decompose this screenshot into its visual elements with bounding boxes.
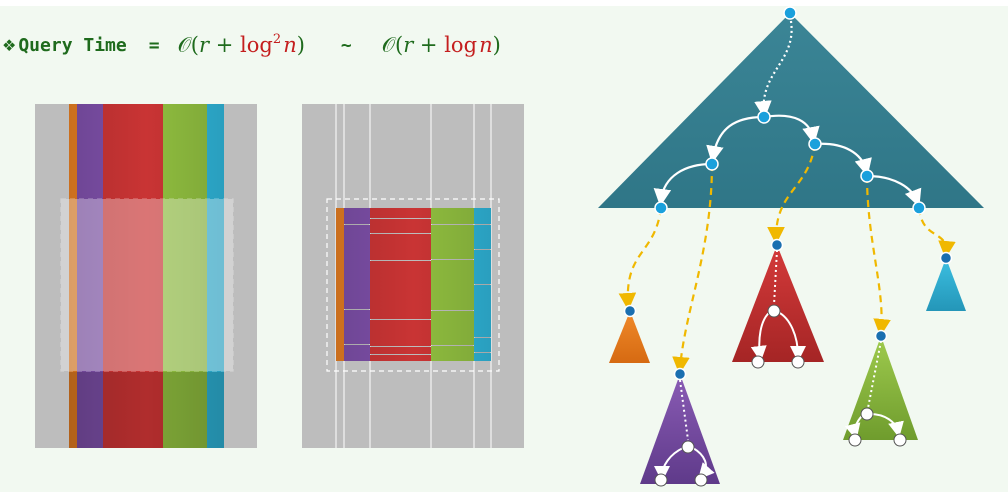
secondary-tree-green xyxy=(843,329,918,447)
log-text: log xyxy=(444,32,478,57)
open-paren: ( xyxy=(395,32,404,57)
big-o-symbol: 𝒪 xyxy=(177,33,191,57)
secondary-tree-orange xyxy=(609,304,650,363)
query-box-middle xyxy=(326,198,500,372)
log-text: log xyxy=(240,33,273,57)
query-time-heading: ❖ Query Time = 𝒪(r + log2 n) ~ 𝒪(r + log… xyxy=(2,30,501,60)
log-squared-term: log2 n xyxy=(240,32,297,57)
strip-panel-middle xyxy=(302,104,524,448)
close-paren: ) xyxy=(492,32,501,57)
tilde-sign: ~ xyxy=(340,34,352,56)
secondary-tree-red xyxy=(732,238,824,369)
close-paren: ) xyxy=(296,33,305,57)
secondary-tree-purple xyxy=(640,367,720,487)
big-o-symbol: 𝒪 xyxy=(381,32,395,57)
var-n: n xyxy=(479,32,493,57)
secondary-tree-cyan xyxy=(926,251,966,311)
plus-sign: + xyxy=(413,32,445,57)
query-box-left xyxy=(60,198,234,372)
var-n: n xyxy=(283,33,297,57)
complexity-expression-1: 𝒪(r + log2 n) xyxy=(178,32,305,58)
range-tree xyxy=(598,6,984,487)
var-r: r xyxy=(199,33,210,57)
complexity-expression-2: 𝒪(r + log n) xyxy=(382,33,501,58)
top-border xyxy=(0,0,1008,6)
strip-panel-left xyxy=(35,104,257,448)
log-term: log n xyxy=(444,33,492,57)
primary-tree-triangle xyxy=(598,13,984,208)
diamond-bullet-icon: ❖ xyxy=(2,35,17,55)
equals-sign: = xyxy=(148,34,160,56)
var-r: r xyxy=(403,32,414,57)
plus-sign: + xyxy=(209,33,240,57)
query-time-label: Query Time xyxy=(18,34,127,56)
exponent: 2 xyxy=(272,32,282,47)
open-paren: ( xyxy=(190,33,199,57)
